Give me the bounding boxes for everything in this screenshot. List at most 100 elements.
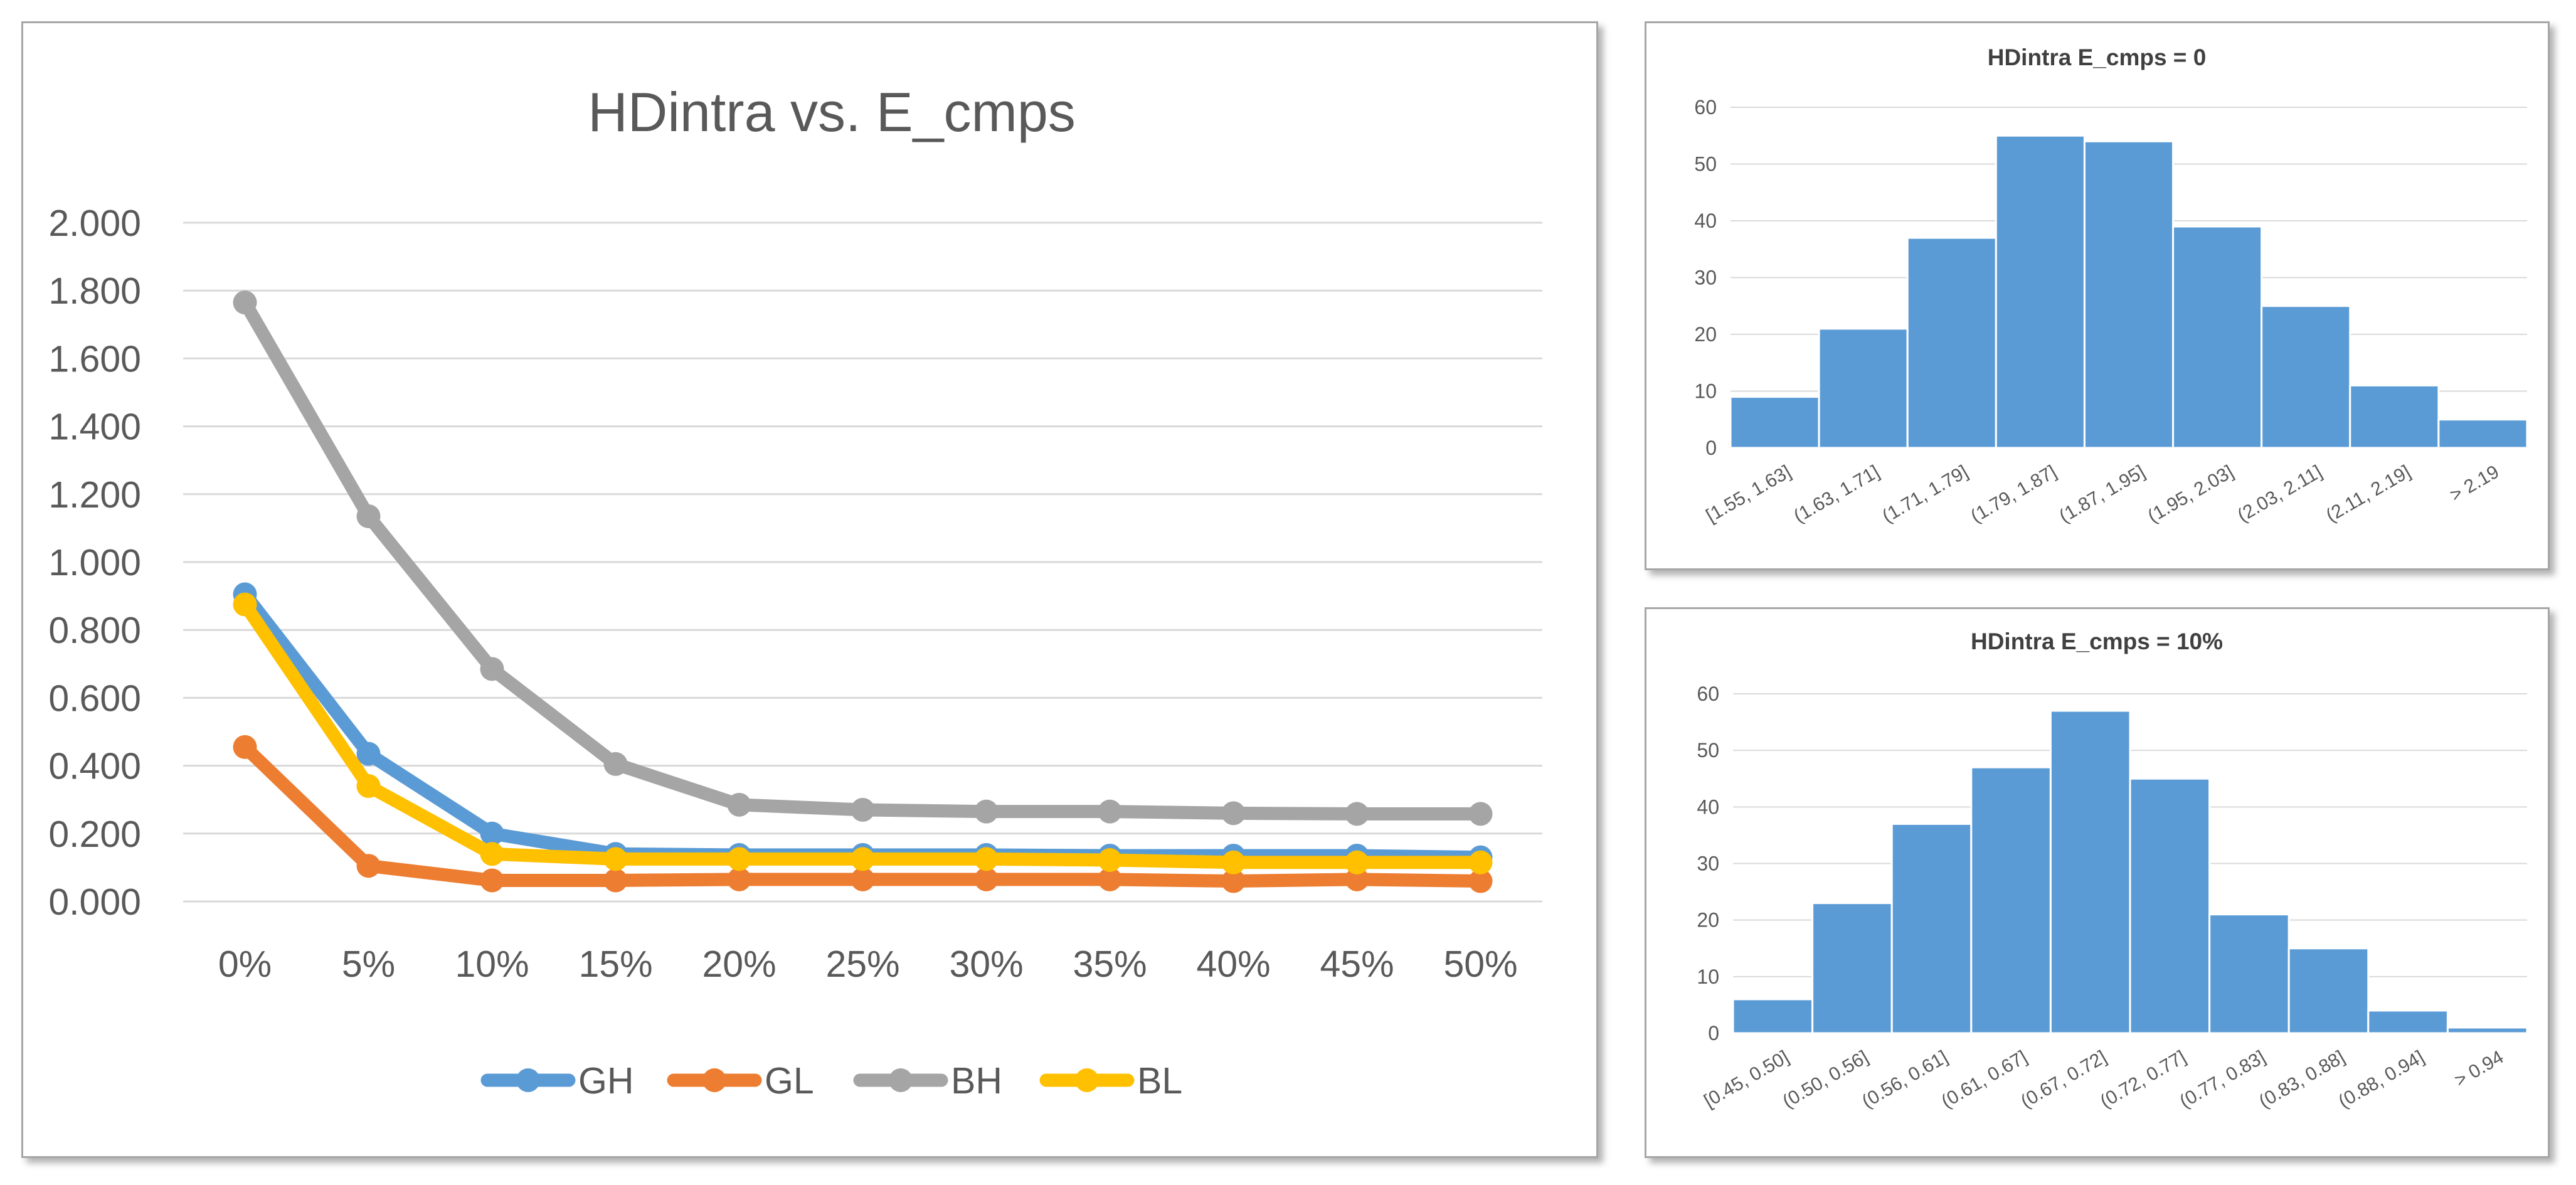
data-point-bh <box>480 657 504 681</box>
histogram-y-tick-label: 10 <box>1694 380 1717 403</box>
histogram-10-panel: HDintra E_cmps = 10% 0 10 20 30 40 50 60 [0.45,… <box>1645 607 2550 1158</box>
histogram-bar <box>2349 384 2440 449</box>
histogram-e-cmps-10: HDintra E_cmps = 10% 0 10 20 30 40 50 60 [0.45,… <box>1697 629 2528 1112</box>
histogram-y-tick-label: 10 <box>1697 965 1719 988</box>
data-point-bl <box>851 847 875 871</box>
data-point-bh <box>1345 802 1369 826</box>
data-point-bl <box>1345 850 1369 874</box>
x-tick-label: 15% <box>578 943 652 985</box>
histogram-bar <box>2172 225 2263 449</box>
data-point-bl <box>603 847 628 871</box>
data-point-bl <box>727 847 751 871</box>
data-point-bl <box>1468 850 1493 874</box>
data-point-gl <box>480 868 504 893</box>
data-point-bh <box>1221 801 1246 826</box>
x-tick-label: 5% <box>342 943 395 985</box>
legend-marker-gl <box>702 1068 726 1092</box>
data-point-gl <box>1345 867 1369 891</box>
data-point-gl <box>603 868 628 893</box>
histogram-bar <box>1732 998 1814 1034</box>
line-chart-title: HDintra vs. E_cmps <box>588 81 1076 143</box>
histogram-10-title: HDintra E_cmps = 10% <box>1971 629 2223 654</box>
histogram-x-tick-label: (0.88, 0.94] <box>2335 1046 2428 1112</box>
y-tick-label: 1.400 <box>48 407 141 448</box>
data-point-gh <box>480 821 504 846</box>
histogram-x-tick-label: (0.50, 0.56] <box>1779 1046 1872 1112</box>
y-tick-label: 0.800 <box>48 610 141 651</box>
histogram-bar <box>2367 1009 2449 1034</box>
data-point-bh <box>727 792 751 817</box>
y-tick-label: 0.000 <box>48 881 141 923</box>
series-line-bh <box>238 295 1487 821</box>
data-point-bl <box>233 592 257 617</box>
series-line-bl <box>238 598 1487 869</box>
y-tick-label: 0.600 <box>48 678 141 719</box>
data-point-gl <box>1098 867 1122 891</box>
legend-marker-bh <box>889 1068 913 1092</box>
data-point-gh <box>356 741 381 766</box>
legend-marker-gh <box>516 1068 540 1092</box>
data-point-bh <box>233 290 257 315</box>
data-point-bl <box>1098 848 1122 872</box>
histogram-bar <box>1995 134 2086 449</box>
histogram-0-panel: HDintra E_cmps = 0 0 10 20 30 40 50 60 [1.55, 1… <box>1645 21 2550 570</box>
histogram-y-tick-label: 40 <box>1697 795 1719 818</box>
y-tick-label: 0.200 <box>48 814 141 855</box>
data-point-gl <box>974 867 999 891</box>
histogram-x-tick-label: (0.56, 0.61] <box>1858 1046 1951 1112</box>
histogram-bar <box>2287 947 2370 1034</box>
histogram-bar <box>2083 140 2175 449</box>
histogram-0-title: HDintra E_cmps = 0 <box>1988 45 2207 70</box>
histogram-bar <box>2129 777 2211 1034</box>
line-chart-panel: HDintra vs. E_cmps 0.000 0.200 0.400 0.600 0… <box>21 21 1598 1158</box>
histogram-x-tick-label: > 2.19 <box>2446 461 2502 506</box>
data-point-bl <box>480 842 504 866</box>
data-point-bh <box>974 799 999 824</box>
histogram-x-tick-label: (0.77, 0.83] <box>2176 1046 2269 1112</box>
data-point-bl <box>356 774 381 799</box>
histogram-y-tick-label: 30 <box>1694 267 1717 289</box>
x-tick-label: 45% <box>1320 943 1394 985</box>
data-point-gl <box>356 854 381 878</box>
y-tick-label: 0.400 <box>48 746 141 787</box>
histogram-bar <box>1970 766 2052 1034</box>
histogram-x-tick-label: (0.61, 0.67] <box>1938 1046 2031 1112</box>
data-point-bh <box>851 797 875 822</box>
histogram-y-tick-label: 60 <box>1697 683 1719 705</box>
histogram-bar <box>2208 913 2290 1034</box>
histogram-bar <box>2446 1026 2528 1034</box>
legend-label-bh: BH <box>951 1060 1002 1102</box>
histogram-bar <box>2261 305 2351 449</box>
legend-label-gl: GL <box>765 1060 814 1102</box>
histogram-x-tick-label: [0.45, 0.50] <box>1700 1046 1793 1112</box>
histogram-y-tick-label: 0 <box>1705 437 1717 459</box>
histogram-x-tick-label: > 0.94 <box>2451 1046 2507 1091</box>
histogram-y-tick-label: 0 <box>1708 1022 1719 1044</box>
data-point-bl <box>974 847 999 871</box>
x-tick-label: 35% <box>1073 943 1147 985</box>
y-tick-label: 2.000 <box>48 203 141 244</box>
histogram-x-tick-label: (0.67, 0.72] <box>2017 1046 2110 1112</box>
y-tick-label: 1.600 <box>48 338 141 380</box>
histogram-bar <box>2437 418 2528 449</box>
histogram-x-tick-label: (0.83, 0.88] <box>2255 1046 2348 1112</box>
y-tick-label: 1.800 <box>48 270 141 312</box>
histogram-x-tick-label: [1.55, 1.63] <box>1703 461 1795 526</box>
x-tick-label: 30% <box>949 943 1023 985</box>
histogram-e-cmps-0: HDintra E_cmps = 0 0 10 20 30 40 50 60 [1.55, 1… <box>1694 45 2528 527</box>
histogram-bar <box>1818 327 1909 449</box>
histogram-x-tick-label: (1.71, 1.79] <box>1879 461 1971 526</box>
line-chart: HDintra vs. E_cmps 0.000 0.200 0.400 0.600 0… <box>48 81 1542 1102</box>
histogram-x-tick-label: (1.87, 1.95] <box>2056 461 2149 526</box>
data-point-gl <box>233 735 257 759</box>
histogram-x-tick-label: (1.95, 2.03] <box>2144 461 2237 526</box>
histogram-bar <box>1906 236 1997 449</box>
x-tick-label: 20% <box>702 943 776 985</box>
histogram-bar <box>1729 396 1820 449</box>
x-tick-label: 10% <box>455 943 529 985</box>
histogram-y-tick-label: 20 <box>1697 909 1719 932</box>
x-tick-label: 40% <box>1196 943 1270 985</box>
histogram-bar <box>2049 709 2131 1034</box>
legend-marker-bl <box>1075 1068 1099 1092</box>
data-point-gl <box>1468 869 1493 893</box>
